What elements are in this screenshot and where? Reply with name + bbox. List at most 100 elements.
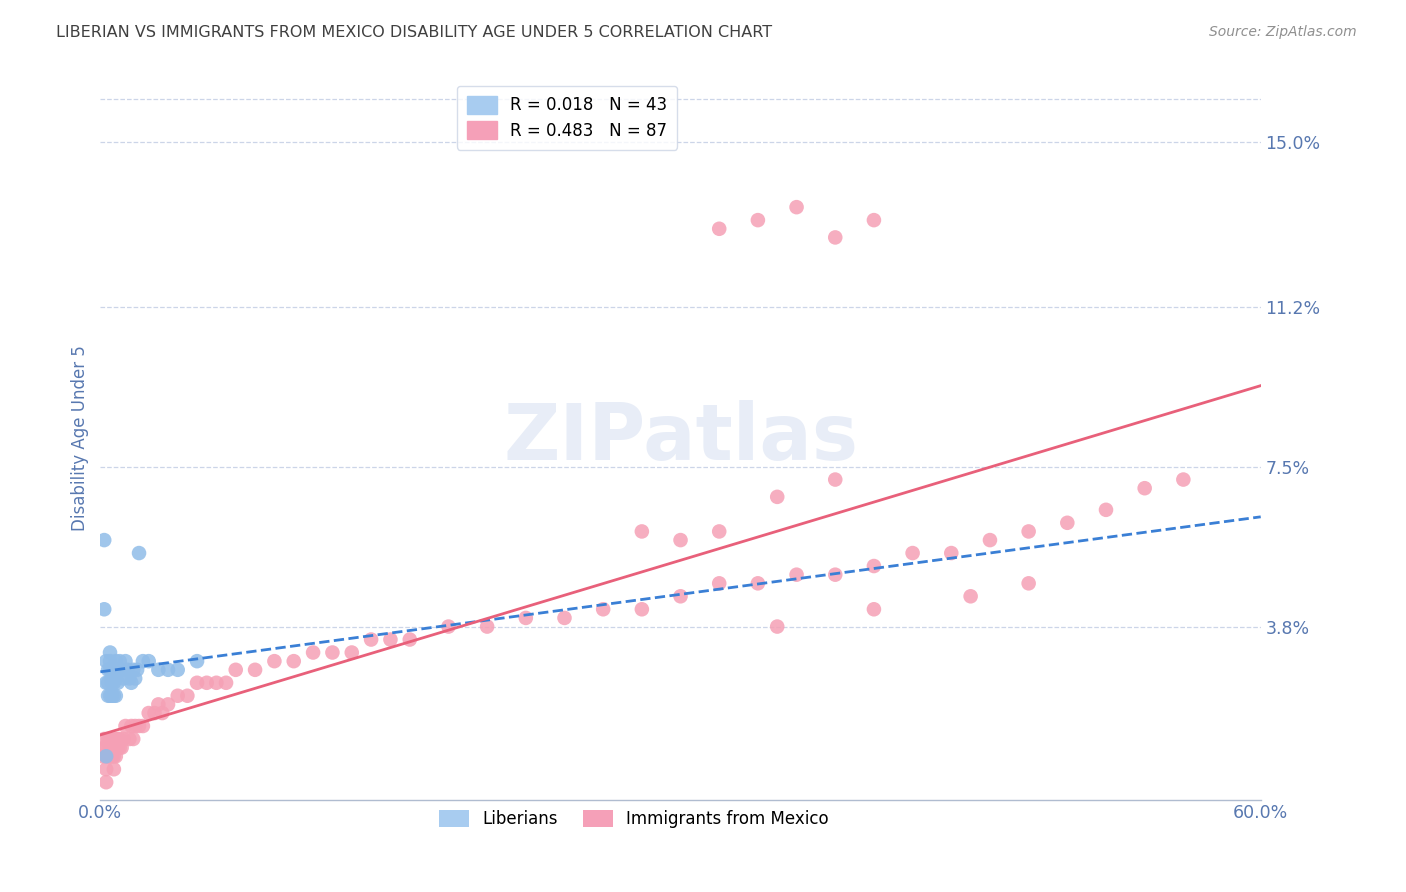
Point bbox=[98, 749, 121, 764]
Point bbox=[127, 663, 149, 677]
Point bbox=[747, 213, 769, 227]
Point bbox=[380, 632, 402, 647]
Point bbox=[709, 524, 731, 539]
Point bbox=[128, 546, 150, 560]
Point bbox=[98, 646, 121, 660]
Point bbox=[93, 731, 115, 746]
Point bbox=[786, 200, 808, 214]
Point bbox=[120, 675, 142, 690]
Point bbox=[138, 654, 160, 668]
Point bbox=[111, 663, 134, 677]
Point bbox=[94, 654, 117, 668]
Point bbox=[112, 731, 135, 746]
Point bbox=[1018, 524, 1040, 539]
Point bbox=[93, 602, 115, 616]
Point bbox=[120, 719, 142, 733]
Point bbox=[148, 663, 170, 677]
Point bbox=[94, 675, 117, 690]
Point bbox=[863, 602, 886, 616]
Point bbox=[104, 672, 127, 686]
Text: LIBERIAN VS IMMIGRANTS FROM MEXICO DISABILITY AGE UNDER 5 CORRELATION CHART: LIBERIAN VS IMMIGRANTS FROM MEXICO DISAB… bbox=[56, 25, 772, 40]
Point bbox=[101, 672, 124, 686]
Point bbox=[475, 619, 498, 633]
Point bbox=[176, 689, 198, 703]
Point bbox=[243, 663, 266, 677]
Point bbox=[150, 706, 173, 720]
Point bbox=[108, 731, 131, 746]
Point bbox=[128, 719, 150, 733]
Point bbox=[101, 749, 124, 764]
Point bbox=[112, 672, 135, 686]
Y-axis label: Disability Age Under 5: Disability Age Under 5 bbox=[72, 345, 89, 532]
Point bbox=[824, 473, 846, 487]
Point bbox=[103, 740, 125, 755]
Point bbox=[132, 654, 155, 668]
Point bbox=[979, 533, 1001, 547]
Point bbox=[101, 663, 124, 677]
Point bbox=[103, 672, 125, 686]
Point bbox=[360, 632, 382, 647]
Point bbox=[107, 731, 129, 746]
Point bbox=[93, 533, 115, 547]
Point bbox=[111, 740, 134, 755]
Point bbox=[143, 706, 166, 720]
Point bbox=[98, 740, 121, 755]
Point bbox=[98, 689, 121, 703]
Point bbox=[631, 602, 654, 616]
Point bbox=[97, 689, 120, 703]
Point bbox=[901, 546, 924, 560]
Point bbox=[103, 689, 125, 703]
Point bbox=[321, 646, 343, 660]
Point bbox=[124, 672, 146, 686]
Point bbox=[1173, 473, 1195, 487]
Point bbox=[118, 731, 141, 746]
Point bbox=[709, 221, 731, 235]
Point bbox=[786, 567, 808, 582]
Point bbox=[132, 719, 155, 733]
Point bbox=[631, 524, 654, 539]
Point bbox=[117, 663, 139, 677]
Point bbox=[122, 663, 145, 677]
Point bbox=[863, 559, 886, 574]
Point bbox=[103, 663, 125, 677]
Point bbox=[138, 706, 160, 720]
Point bbox=[101, 689, 124, 703]
Point bbox=[157, 698, 180, 712]
Point bbox=[118, 672, 141, 686]
Point bbox=[94, 740, 117, 755]
Point bbox=[114, 654, 136, 668]
Point bbox=[104, 654, 127, 668]
Point bbox=[98, 663, 121, 677]
Point bbox=[205, 675, 228, 690]
Point bbox=[114, 719, 136, 733]
Point bbox=[515, 611, 537, 625]
Point bbox=[97, 749, 120, 764]
Point bbox=[101, 740, 124, 755]
Point bbox=[766, 619, 789, 633]
Point bbox=[959, 589, 981, 603]
Point bbox=[824, 230, 846, 244]
Point bbox=[97, 731, 120, 746]
Point bbox=[766, 490, 789, 504]
Point bbox=[122, 731, 145, 746]
Point bbox=[263, 654, 285, 668]
Point bbox=[553, 611, 575, 625]
Point bbox=[107, 663, 129, 677]
Point bbox=[941, 546, 963, 560]
Point bbox=[166, 663, 188, 677]
Point bbox=[747, 576, 769, 591]
Point bbox=[669, 533, 692, 547]
Point bbox=[107, 675, 129, 690]
Point bbox=[94, 749, 117, 764]
Point bbox=[1056, 516, 1078, 530]
Point bbox=[1133, 481, 1156, 495]
Point bbox=[91, 749, 114, 764]
Point bbox=[215, 675, 238, 690]
Point bbox=[225, 663, 247, 677]
Text: ZIPatlas: ZIPatlas bbox=[503, 401, 858, 476]
Point bbox=[1095, 503, 1118, 517]
Point bbox=[104, 689, 127, 703]
Point bbox=[97, 675, 120, 690]
Point bbox=[94, 775, 117, 789]
Point bbox=[94, 749, 117, 764]
